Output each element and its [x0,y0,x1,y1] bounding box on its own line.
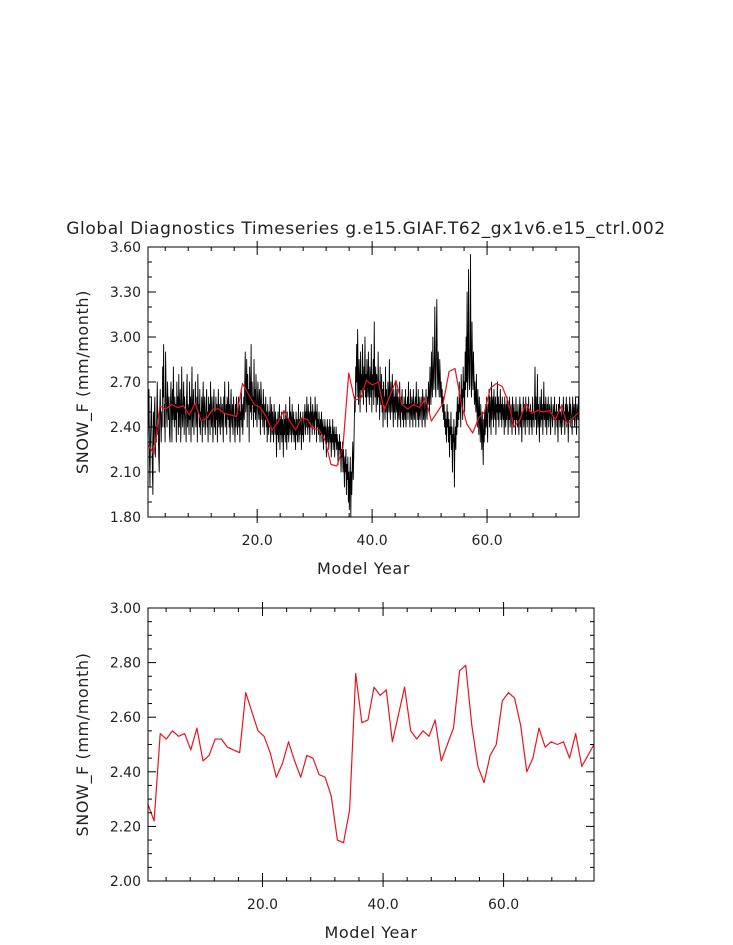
y-tick-label: 2.40 [110,420,141,436]
y-tick-label: 2.60 [110,710,141,726]
x-tick-label: 40.0 [367,897,398,913]
bottom-chart-panel: 2.00 2.20 2.40 2.60 2.80 3.00 20.0 40.0 60.0 Mode… [73,601,595,942]
y-tick-label: 2.70 [110,375,141,391]
y-tick-label: 2.40 [110,765,141,781]
x-tick-label: 60.0 [471,533,502,549]
y-tick-label: 2.20 [110,819,141,835]
y-axis-label: SNOW_F (mm/month) [73,652,93,836]
y-tick-label: 3.30 [110,285,141,301]
y-tick-label: 1.80 [110,510,141,526]
plot-frame [147,607,595,882]
x-tick-label: 20.0 [247,897,278,913]
x-tick-label: 40.0 [357,533,388,549]
y-tick-label: 2.00 [110,874,141,890]
y-tick-label: 2.80 [110,656,141,672]
y-tick-label: 3.00 [110,330,141,346]
y-axis-label: SNOW_F (mm/month) [73,290,93,474]
figure-title: Global Diagnostics Timeseries g.e15.GIAF… [66,219,665,239]
y-tick-label: 3.00 [110,601,141,617]
x-axis-label: Model Year [325,923,418,942]
series-line-monthly [147,254,580,518]
x-tick-label: 60.0 [488,897,519,913]
y-tick-label: 3.60 [110,240,141,256]
y-tick-label: 2.10 [110,465,141,481]
x-axis-label: Model Year [317,559,410,578]
series-line-annual-mean [147,664,595,844]
x-tick-label: 20.0 [242,533,273,549]
top-chart-panel: 1.80 2.10 2.40 2.70 3.00 3.30 3.60 20.0 40.0 60.0… [73,240,580,578]
series-line-annual-mean [147,367,580,467]
